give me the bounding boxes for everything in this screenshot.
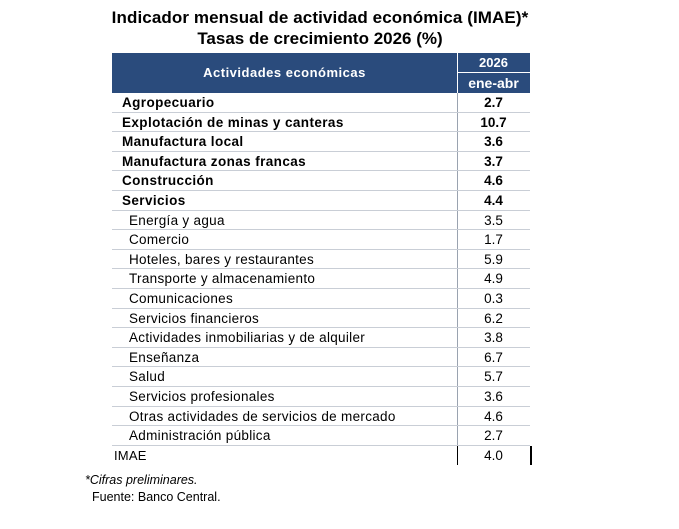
table-row: Servicios profesionales 3.6 (112, 386, 530, 407)
row-name: Enseñanza (129, 349, 200, 365)
table-row: Construcción 4.6 (112, 171, 530, 191)
column-divider (457, 308, 458, 328)
row-name: Administración pública (129, 428, 271, 444)
table-row: Agropecuario 2.7 (112, 93, 530, 113)
column-divider (457, 171, 458, 190)
row-value: 4.6 (484, 408, 503, 424)
column-divider (457, 386, 458, 406)
row-value: 3.5 (484, 212, 503, 228)
table-row: Comunicaciones 0.3 (112, 288, 530, 309)
column-divider (457, 190, 458, 210)
table-row: Administración pública 2.7 (112, 426, 530, 446)
table-row: Comercio 1.7 (112, 230, 530, 250)
row-value: 0.3 (484, 290, 503, 306)
column-header-period: ene-abr (468, 75, 519, 91)
header-divider-horizontal (457, 72, 530, 73)
row-name: Comunicaciones (129, 290, 233, 306)
table-row: Otras actividades de servicios de mercad… (112, 406, 530, 427)
row-name: Actividades inmobiliarias y de alquiler (129, 330, 366, 346)
row-name: Hoteles, bares y restaurantes (129, 251, 315, 267)
page-title: Indicador mensual de actividad económica… (111, 8, 529, 27)
row-name: Construcción (122, 173, 214, 189)
row-name: Servicios profesionales (129, 388, 275, 404)
row-value: 4.9 (484, 271, 503, 287)
row-value: 5.9 (484, 251, 503, 267)
row-value: 2.7 (484, 95, 503, 110)
column-divider (457, 269, 458, 288)
column-divider (457, 249, 458, 269)
column-divider (457, 288, 458, 308)
footnote-preliminary: *Cifras preliminares. (85, 473, 198, 487)
row-name: Explotación de minas y canteras (122, 114, 344, 130)
column-divider (457, 93, 458, 112)
table-row: Energía y agua 3.5 (112, 210, 530, 231)
growth-table: Actividades económicas 2026 ene-abr Agro… (112, 53, 532, 466)
row-value: 3.8 (484, 330, 503, 346)
table-header: Actividades económicas 2026 ene-abr (112, 53, 530, 93)
column-divider (457, 210, 458, 230)
column-header-year: 2026 (479, 55, 508, 70)
row-value: 5.7 (484, 369, 503, 385)
column-divider (457, 445, 458, 466)
row-name: Transporte y almacenamiento (129, 271, 316, 287)
page-subtitle: Tasas de crecimiento 2026 (%) (197, 29, 443, 48)
total-row-name: IMAE (114, 447, 147, 463)
column-divider (457, 132, 458, 151)
column-divider (457, 230, 458, 249)
column-divider (457, 151, 458, 171)
row-value: 1.7 (484, 232, 503, 248)
column-divider (457, 112, 458, 132)
column-divider (457, 328, 458, 347)
row-name: Agropecuario (122, 95, 215, 110)
table-row: Manufactura zonas francas 3.7 (112, 151, 530, 172)
column-divider (457, 347, 458, 367)
table-row: Enseñanza 6.7 (112, 347, 530, 368)
row-name: Servicios financieros (129, 310, 260, 326)
title-block: Indicador mensual de actividad económica… (0, 7, 640, 49)
row-value: 4.6 (484, 173, 503, 189)
table-row: Explotación de minas y canteras 10.7 (112, 112, 530, 133)
row-value: 10.7 (480, 114, 507, 130)
row-name: Comercio (129, 232, 190, 248)
right-border (530, 445, 532, 466)
row-name: Manufactura zonas francas (122, 153, 307, 169)
table-row: Manufactura local 3.6 (112, 132, 530, 152)
total-row-value: 4.0 (484, 447, 503, 463)
column-divider (457, 406, 458, 426)
row-name: Salud (129, 369, 166, 385)
row-value: 3.6 (484, 134, 503, 150)
table-row: Hoteles, bares y restaurantes 5.9 (112, 249, 530, 270)
column-header-activities: Actividades económicas (203, 65, 366, 80)
row-value: 6.2 (484, 310, 503, 326)
footnote-source: Fuente: Banco Central. (92, 490, 221, 504)
table-row: Salud 5.7 (112, 367, 530, 387)
row-value: 6.7 (484, 349, 503, 365)
column-divider (457, 367, 458, 386)
table-row: Servicios 4.4 (112, 190, 530, 211)
table-row: Servicios financieros 6.2 (112, 308, 530, 329)
row-name: Manufactura local (122, 134, 244, 150)
column-divider (457, 426, 458, 445)
row-value: 3.6 (484, 388, 503, 404)
table-body: Agropecuario 2.7 Explotación de minas y ca… (112, 93, 530, 446)
header-divider (457, 53, 458, 93)
row-value: 4.4 (484, 192, 503, 208)
row-name: Otras actividades de servicios de mercad… (129, 408, 396, 424)
total-row: IMAE 4.0 (112, 445, 532, 466)
row-name: Energía y agua (129, 212, 225, 228)
table-row: Actividades inmobiliarias y de alquiler 3… (112, 328, 530, 348)
row-name: Servicios (122, 192, 186, 208)
row-value: 2.7 (484, 428, 503, 444)
row-value: 3.7 (484, 153, 503, 169)
table-row: Transporte y almacenamiento 4.9 (112, 269, 530, 289)
